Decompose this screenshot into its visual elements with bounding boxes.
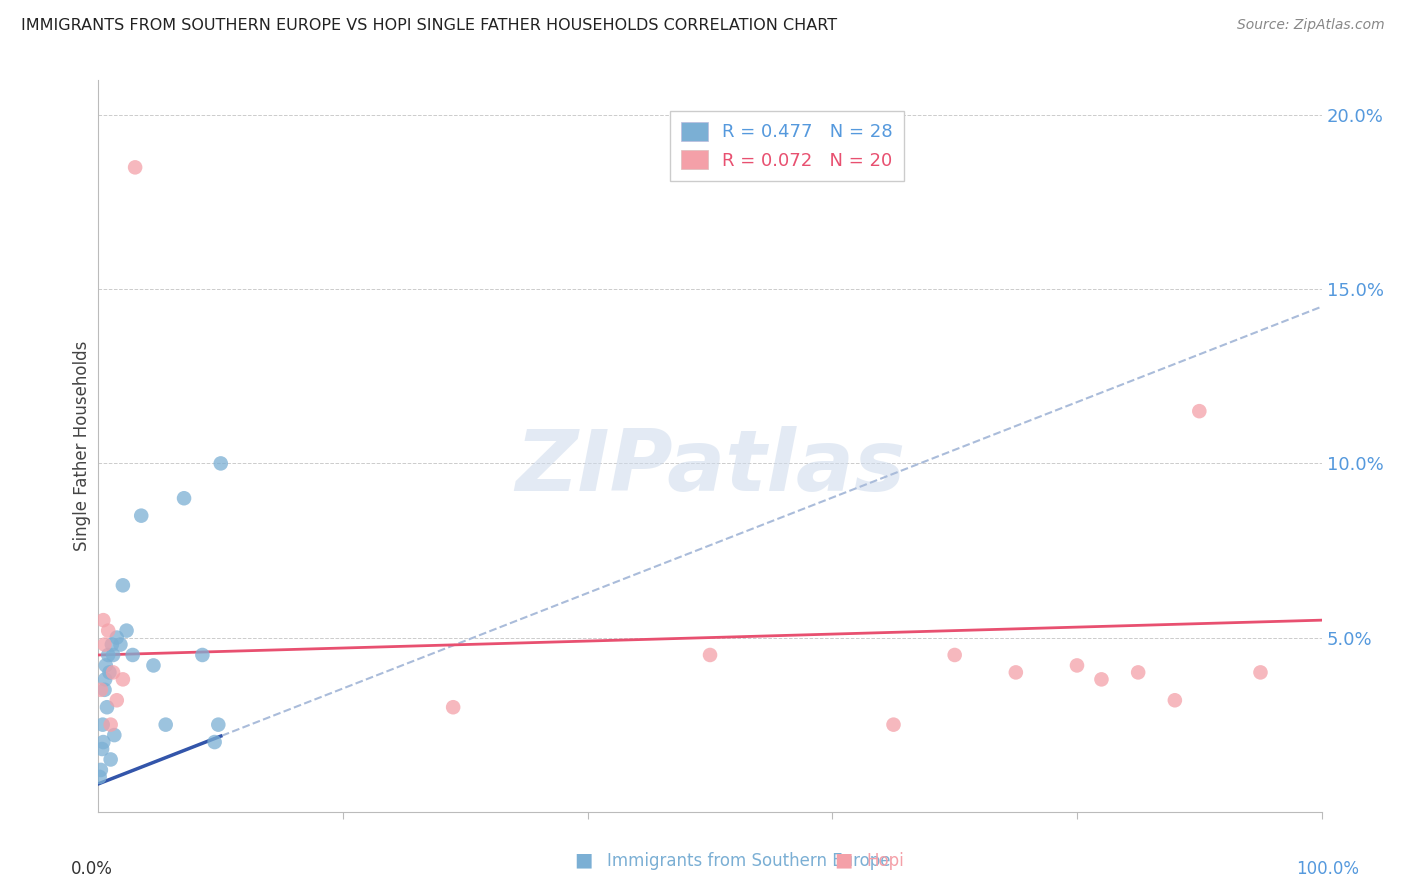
Point [111,673,134,687]
Point [101,648,124,662]
Point [155,717,177,731]
Point [96,700,118,714]
Text: IMMIGRANTS FROM SOUTHERN EUROPE VS HOPI SINGLE FATHER HOUSEHOLDS CORRELATION CHA: IMMIGRANTS FROM SOUTHERN EUROPE VS HOPI … [21,18,837,33]
Text: ■: ■ [574,851,593,870]
Text: 100.0%: 100.0% [1296,861,1360,879]
Point [98,665,121,680]
Point [93,638,115,652]
Point [209,457,232,471]
Text: 0.0%: 0.0% [72,861,114,879]
Point [105,631,128,645]
Point [89,770,111,784]
Point [91,717,114,731]
Point [94,673,117,687]
Point [191,648,214,662]
Point [94,658,117,673]
Point [1250,665,1272,680]
Text: ZIPatlas: ZIPatlas [515,426,905,509]
Point [1004,665,1026,680]
Point [111,578,134,592]
Point [1066,658,1088,673]
Point [101,665,124,680]
Point [883,717,905,731]
Point [129,508,152,523]
Point [204,735,226,749]
Text: ■: ■ [834,851,853,870]
Point [91,742,114,756]
Point [943,648,966,662]
Point [105,693,128,707]
Legend: R = 0.477   N = 28, R = 0.072   N = 20: R = 0.477 N = 28, R = 0.072 N = 20 [671,112,904,181]
Point [103,728,125,742]
Point [93,682,115,697]
Point [173,491,195,506]
Point [90,682,112,697]
Y-axis label: Single Father Households: Single Father Households [73,341,91,551]
Point [441,700,464,714]
Point [115,624,138,638]
Point [699,648,721,662]
Point [1090,673,1112,687]
Point [100,752,122,766]
Point [91,735,114,749]
Point [1188,404,1211,418]
Point [1164,693,1187,707]
Text: Source: ZipAtlas.com: Source: ZipAtlas.com [1237,18,1385,32]
Point [207,717,229,731]
Point [97,648,120,662]
Text: Hopi: Hopi [866,852,904,870]
Point [121,648,143,662]
Text: Immigrants from Southern Europe: Immigrants from Southern Europe [607,852,891,870]
Point [142,658,165,673]
Point [101,638,124,652]
Point [110,638,132,652]
Point [97,624,120,638]
Point [90,763,112,777]
Point [91,613,114,627]
Point [124,161,146,175]
Point [1128,665,1150,680]
Point [100,717,122,731]
